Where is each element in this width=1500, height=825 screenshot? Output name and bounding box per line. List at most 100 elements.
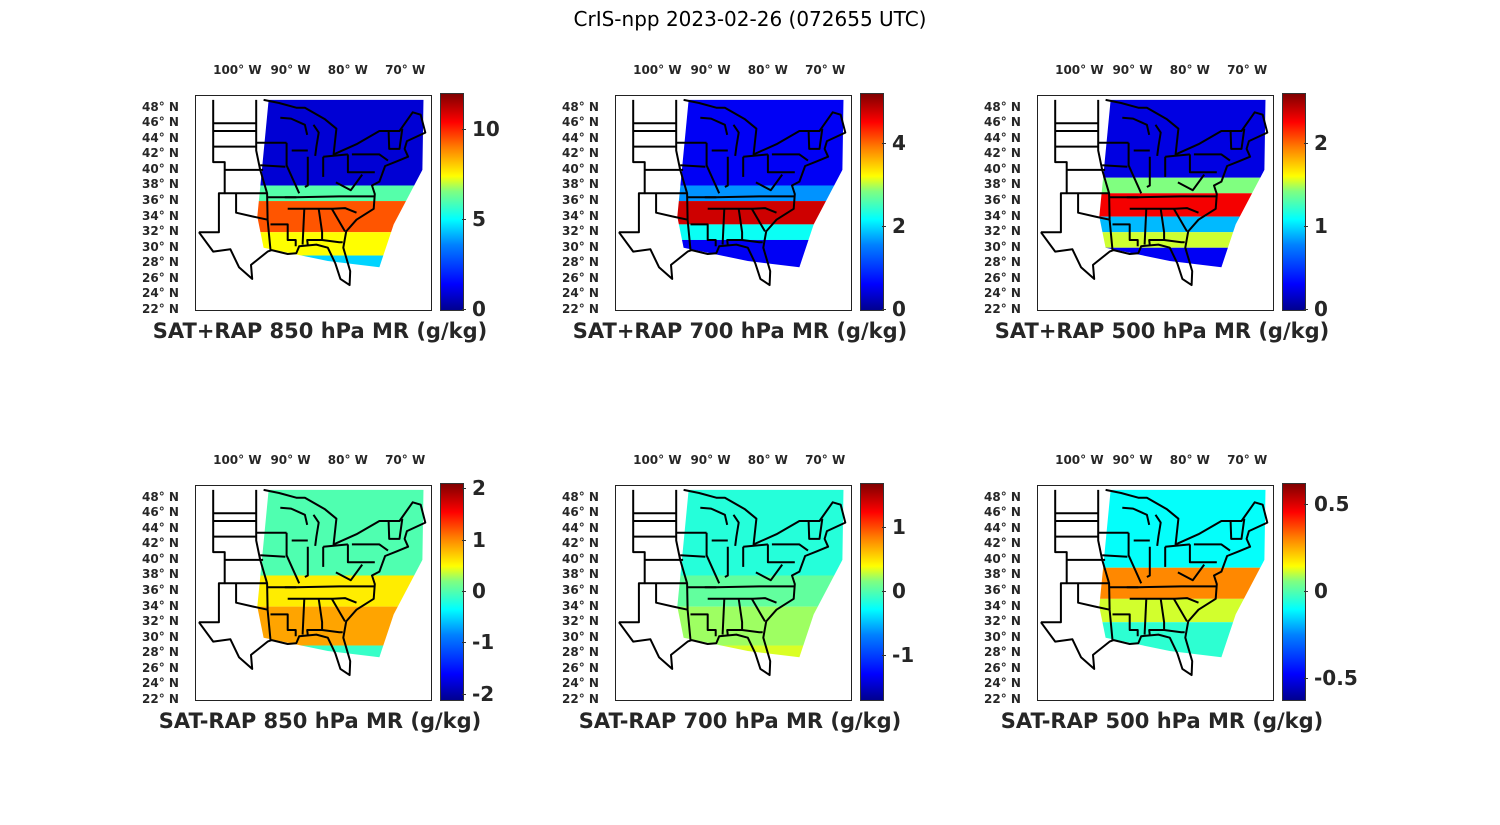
swath-band xyxy=(1099,232,1266,248)
longitude-tick-label: 80° W xyxy=(747,453,788,467)
panel-title: SAT-RAP 700 hPa MR (g/kg) xyxy=(578,709,902,733)
latitude-tick-label: 42° N xyxy=(562,146,599,161)
latitude-tick-label: 34° N xyxy=(984,598,1021,613)
state-border xyxy=(330,598,346,622)
latitude-tick-label: 40° N xyxy=(142,551,179,566)
swath-band xyxy=(677,224,844,240)
state-border xyxy=(675,489,692,641)
colorbar-tick-label: 2 xyxy=(472,476,486,501)
colorbar-tick-label: 2 xyxy=(1314,130,1328,155)
state-border xyxy=(301,598,306,635)
latitude-tick-label: 32° N xyxy=(984,224,1021,239)
latitude-tick-label: 24° N xyxy=(562,286,599,301)
map-plot xyxy=(1040,98,1269,287)
state-border xyxy=(335,564,364,582)
map-panel: 100° W 90° W 80° W 70° W 48° N 46° N 44° N 42° … xyxy=(110,55,530,355)
longitude-tick-label: 90° W xyxy=(270,63,311,77)
colorbar-tick-mark xyxy=(1304,309,1308,310)
state-border xyxy=(1040,99,1068,234)
state-border xyxy=(704,195,795,199)
colorbar-tick-mark xyxy=(882,142,886,144)
state-border xyxy=(1188,154,1217,174)
longitude-tick-label: 100° W xyxy=(213,453,262,467)
longitude-tick-label: 100° W xyxy=(213,63,262,77)
latitude-tick-label: 34° N xyxy=(562,208,599,223)
colorbar-tick-label: 1 xyxy=(892,515,906,540)
state-border xyxy=(387,128,404,150)
latitude-tick-label: 32° N xyxy=(142,224,179,239)
colorbar-tick-label: 0 xyxy=(892,297,906,321)
latitude-tick-label: 32° N xyxy=(984,614,1021,629)
latitude-tick-label: 28° N xyxy=(984,645,1021,660)
colorbar xyxy=(860,93,884,311)
state-border xyxy=(1102,164,1128,168)
state-border xyxy=(766,544,795,564)
state-border xyxy=(766,154,795,174)
state-border xyxy=(618,99,646,234)
state-border xyxy=(1146,156,1151,188)
swath-band xyxy=(257,232,424,256)
panel-title: SAT+RAP 850 hPa MR (g/kg) xyxy=(152,319,488,343)
colorbar-tick-label: -1 xyxy=(892,642,915,667)
map-axes xyxy=(615,485,852,701)
state-border xyxy=(655,583,688,611)
latitude-tick-label: 42° N xyxy=(142,146,179,161)
state-border xyxy=(1229,128,1246,150)
state-border xyxy=(1129,597,1199,604)
longitude-tick-label: 90° W xyxy=(690,453,731,467)
state-border xyxy=(750,598,766,622)
state-border xyxy=(1122,116,1151,136)
latitude-tick-label: 26° N xyxy=(562,660,599,675)
latitude-tick-label: 46° N xyxy=(142,115,179,130)
colorbar-tick-mark xyxy=(462,642,466,644)
state-border xyxy=(807,518,824,540)
colorbar-tick-mark xyxy=(882,225,886,227)
state-border xyxy=(198,488,427,677)
latitude-tick-label: 36° N xyxy=(984,193,1021,208)
latitude-tick-label: 30° N xyxy=(562,239,599,254)
latitude-tick-label: 40° N xyxy=(562,161,599,176)
colorbar-tick-mark xyxy=(462,591,466,592)
state-border xyxy=(260,164,286,168)
latitude-tick-label: 24° N xyxy=(984,286,1021,301)
colorbar-tick-mark xyxy=(882,654,886,656)
state-border xyxy=(807,128,824,150)
map-panel: 100° W 90° W 80° W 70° W 48° N 46° N 44° N 42° … xyxy=(530,55,950,355)
latitude-tick-label: 44° N xyxy=(562,520,599,535)
latitude-tick-label: 44° N xyxy=(142,130,179,145)
latitude-tick-label: 44° N xyxy=(142,520,179,535)
colorbar xyxy=(440,93,464,311)
state-border xyxy=(755,174,784,192)
longitude-tick-label: 100° W xyxy=(633,63,682,77)
latitude-tick-label: 30° N xyxy=(562,629,599,644)
latitude-tick-label: 48° N xyxy=(562,99,599,114)
latitude-tick-label: 28° N xyxy=(562,255,599,270)
state-border xyxy=(1112,223,1139,247)
longitude-tick-label: 80° W xyxy=(747,63,788,77)
state-border xyxy=(750,208,766,232)
state-border xyxy=(301,208,306,245)
latitude-tick-label: 34° N xyxy=(984,208,1021,223)
latitude-tick-label: 48° N xyxy=(984,489,1021,504)
latitude-tick-label: 28° N xyxy=(142,255,179,270)
state-border xyxy=(1040,489,1068,624)
state-border xyxy=(741,629,763,634)
state-border xyxy=(1077,583,1110,611)
latitude-tick-label: 26° N xyxy=(562,270,599,285)
state-border xyxy=(1229,518,1246,540)
map-plot xyxy=(1040,488,1269,677)
colorbar-tick-label: 0.5 xyxy=(1314,491,1350,516)
map-plot xyxy=(198,98,427,287)
colorbar-tick-label: 0 xyxy=(1314,579,1328,603)
state-border xyxy=(1148,598,1166,636)
latitude-tick-label: 46° N xyxy=(562,505,599,520)
state-border xyxy=(726,598,744,636)
state-border xyxy=(198,98,427,287)
colorbar xyxy=(440,483,464,701)
latitude-tick-label: 38° N xyxy=(562,177,599,192)
panel-title: SAT-RAP 500 hPa MR (g/kg) xyxy=(1000,709,1324,733)
state-border xyxy=(1172,598,1188,622)
state-border xyxy=(700,116,729,136)
state-border xyxy=(618,489,646,624)
latitude-tick-label: 22° N xyxy=(984,302,1021,316)
